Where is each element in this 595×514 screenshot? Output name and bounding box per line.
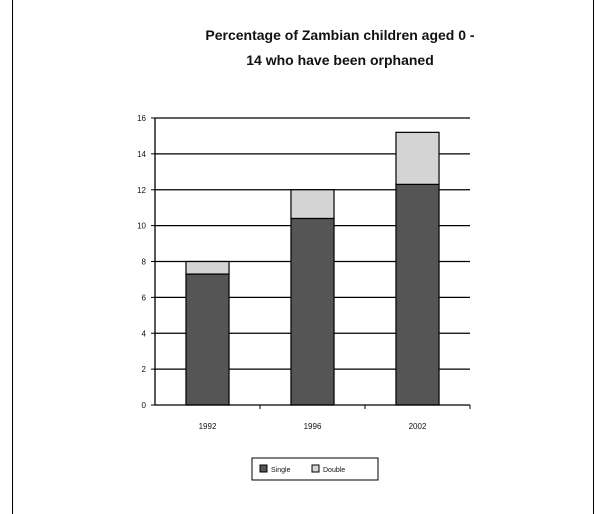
bar-double-1992 (185, 260, 230, 275)
y-tick-label-10: 10 (137, 222, 146, 231)
y-tick-label-16: 16 (137, 114, 146, 123)
y-tick-label-6: 6 (142, 293, 147, 302)
x-tick-label-1996: 1996 (304, 422, 322, 431)
chart-frame (12, 0, 594, 514)
legend: Single Double (251, 457, 379, 481)
axes (151, 117, 471, 409)
bar-double-2002 (395, 131, 440, 185)
legend-label-single: Single (271, 467, 291, 474)
y-tick-label-4: 4 (142, 329, 147, 338)
y-tick-labels: 0 2 4 6 8 10 12 14 16 (137, 114, 146, 410)
bar-single-2002 (395, 183, 440, 406)
legend-swatch-single (259, 464, 268, 473)
y-tick-label-2: 2 (142, 365, 147, 374)
x-tick-label-1992: 1992 (199, 422, 217, 431)
bar-single-1996 (290, 217, 335, 406)
chart-title-line-1: Percentage of Zambian children aged 0 - (205, 27, 475, 43)
bar-group (185, 131, 440, 406)
legend-swatch-double (311, 464, 320, 473)
legend-label-double: Double (323, 467, 345, 474)
y-tick-label-14: 14 (137, 150, 146, 159)
y-tick-label-8: 8 (142, 258, 147, 267)
chart-title-line-2: 14 who have been orphaned (246, 52, 434, 68)
y-tick-label-12: 12 (137, 186, 146, 195)
x-tick-label-2002: 2002 (409, 422, 427, 431)
y-tick-label-0: 0 (142, 401, 147, 410)
bar-double-1996 (290, 189, 335, 220)
x-tick-labels: 1992 1996 2002 (199, 422, 427, 431)
bar-single-1992 (185, 273, 230, 406)
